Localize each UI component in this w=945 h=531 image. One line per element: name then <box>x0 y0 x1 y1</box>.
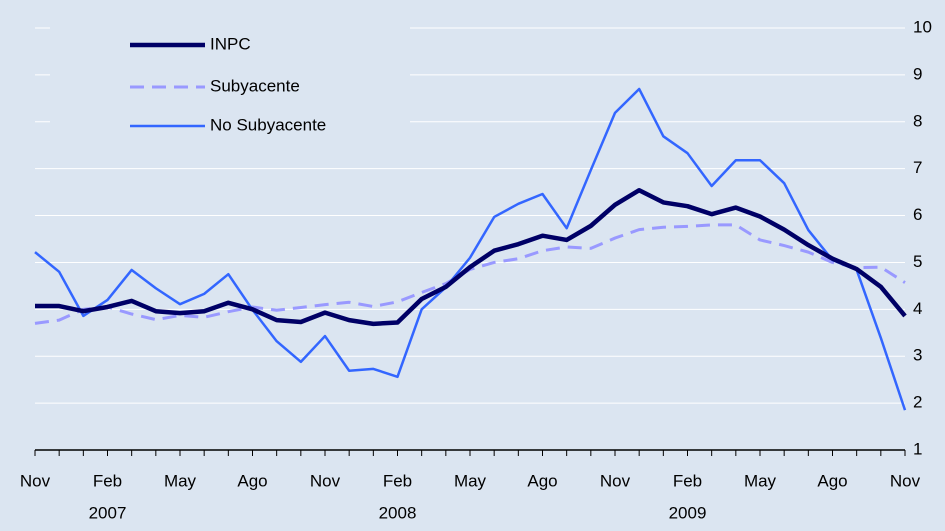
x-tick-label: Feb <box>93 471 122 490</box>
x-tick-label: Nov <box>310 471 341 490</box>
year-label: 2008 <box>379 503 417 522</box>
x-tick-label: Feb <box>383 471 412 490</box>
year-label: 2007 <box>89 503 127 522</box>
y-tick-label: 3 <box>913 346 922 365</box>
y-tick-label: 1 <box>913 439 922 458</box>
year-label: 2009 <box>669 503 707 522</box>
x-tick-label: Ago <box>527 471 557 490</box>
x-tick-label: Feb <box>673 471 702 490</box>
x-tick-label: May <box>164 471 197 490</box>
legend-box <box>50 20 410 145</box>
x-tick-label: Nov <box>890 471 921 490</box>
legend-label: INPC <box>210 34 251 53</box>
y-tick-label: 2 <box>913 393 922 412</box>
x-tick-label: Ago <box>817 471 847 490</box>
y-tick-label: 5 <box>913 252 922 271</box>
x-tick-label: Nov <box>20 471 51 490</box>
series-line <box>35 187 907 327</box>
y-tick-label: 9 <box>913 64 922 83</box>
series-line <box>34 87 907 411</box>
series-line <box>34 223 906 325</box>
x-tick-label: Ago <box>237 471 267 490</box>
y-tick-label: 4 <box>913 299 922 318</box>
y-tick-label: 10 <box>913 17 932 36</box>
legend-label: Subyacente <box>210 76 300 95</box>
y-tick-label: 7 <box>913 158 922 177</box>
x-tick-label: May <box>744 471 777 490</box>
x-tick-label: Nov <box>600 471 631 490</box>
x-tick-label: May <box>454 471 487 490</box>
y-tick-label: 8 <box>913 111 922 130</box>
legend-label: No Subyacente <box>210 115 326 134</box>
y-tick-label: 6 <box>913 205 922 224</box>
